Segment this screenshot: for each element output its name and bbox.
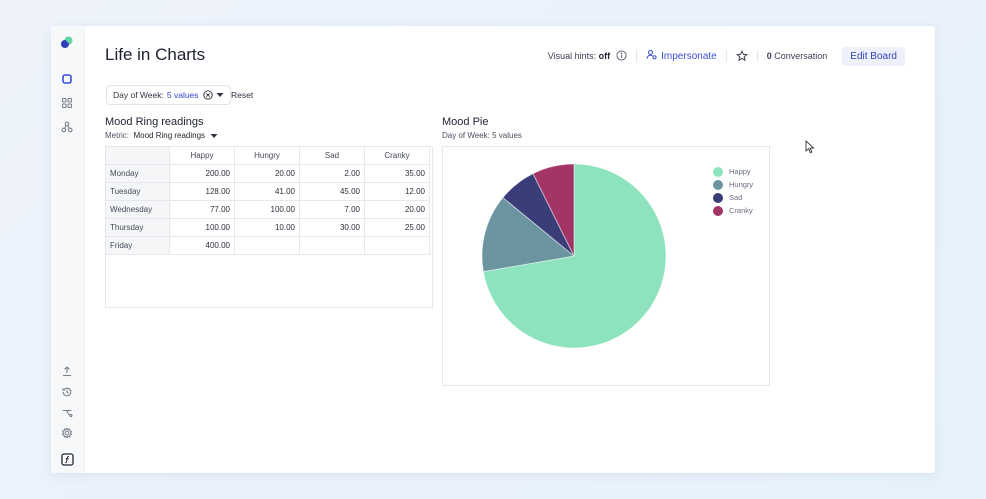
settings-gear-icon[interactable]	[59, 425, 75, 441]
table-cell: 200.00	[169, 164, 235, 183]
table-cell: 400.00	[169, 236, 235, 255]
legend-swatch	[713, 166, 723, 177]
legend-item-cranky[interactable]: Cranky	[713, 204, 753, 217]
table-cell	[364, 236, 430, 255]
row-label: Wednesday	[106, 200, 170, 219]
conversation-button[interactable]: 0 Conversation	[767, 51, 828, 61]
chevron-down-icon[interactable]	[210, 133, 218, 139]
table-cell: 128.00	[169, 182, 235, 201]
pie-panel-title: Mood Pie	[442, 116, 489, 128]
pie-slice-hungry[interactable]	[481, 197, 575, 273]
column-header[interactable]: Sad	[299, 147, 365, 165]
table-cell	[299, 236, 365, 255]
edit-board-button[interactable]: Edit Board	[842, 46, 905, 66]
table-cell: 7.00	[299, 200, 365, 219]
chevron-down-icon[interactable]	[216, 92, 224, 98]
sidebar	[51, 26, 85, 473]
app-logo-icon[interactable]	[59, 34, 75, 50]
table-cell: 12.00	[364, 182, 430, 201]
branch-icon[interactable]	[59, 405, 75, 421]
table-header-row: Happy Hungry Sad Cranky	[106, 147, 430, 165]
user-icon	[646, 49, 657, 63]
table-row: Friday 400.00	[106, 236, 430, 255]
board-icon[interactable]	[59, 71, 75, 87]
toolbar-divider	[756, 50, 758, 62]
mood-pie-chart: Happy Hungry Sad Cranky	[442, 146, 770, 386]
conversation-count: 0	[766, 51, 772, 61]
pie-panel-subtitle: Day of Week: 5 values	[442, 131, 522, 140]
favorite-star-icon[interactable]	[735, 50, 748, 62]
table-cell: 25.00	[364, 218, 430, 237]
legend-item-sad[interactable]: Sad	[713, 191, 753, 204]
legend-swatch	[713, 192, 723, 203]
pie-slice-cranky[interactable]	[532, 163, 575, 257]
toolbar-divider	[636, 50, 638, 62]
table-cell: 20.00	[234, 164, 300, 183]
table-row: Thursday 100.00 10.00 30.00 25.00	[106, 218, 430, 237]
column-header[interactable]: Hungry	[234, 147, 300, 165]
table-cell: 100.00	[169, 218, 235, 237]
row-label: Monday	[106, 164, 170, 183]
app-window: Life in Charts Visual hints: off Imperso…	[51, 26, 935, 473]
mood-ring-table: Happy Hungry Sad Cranky Monday 200.00 20…	[105, 146, 433, 308]
visual-hints-label: Visual hints:	[547, 51, 597, 61]
formula-icon[interactable]	[59, 451, 75, 467]
legend-item-hungry[interactable]: Hungry	[713, 178, 753, 191]
table-row: Monday 200.00 20.00 2.00 35.00	[106, 164, 430, 183]
row-label: Tuesday	[106, 182, 170, 201]
upload-icon[interactable]	[59, 363, 75, 379]
impersonate-label: Impersonate	[661, 50, 717, 62]
toolbar-divider	[725, 50, 727, 62]
history-icon[interactable]	[59, 384, 75, 400]
pie-chart-svg	[481, 163, 667, 349]
toolbar: Visual hints: off Impersonate 0 Co	[548, 46, 905, 66]
table-cell: 35.00	[364, 164, 430, 183]
legend-swatch	[713, 179, 723, 190]
conversation-label: Conversation	[774, 51, 828, 61]
table-cell: 20.00	[364, 200, 430, 219]
metric-label: Metric:	[105, 131, 129, 140]
row-label: Thursday	[106, 218, 170, 237]
pie-slice-happy[interactable]	[482, 163, 667, 349]
mouse-cursor-icon	[805, 140, 815, 154]
visual-hints-toggle[interactable]: Visual hints: off	[547, 49, 627, 63]
chart-legend: Happy Hungry Sad Cranky	[713, 165, 753, 217]
info-icon[interactable]	[616, 49, 627, 63]
table-cell: 10.00	[234, 218, 300, 237]
legend-label: Happy	[729, 167, 751, 176]
filter-value: 5 values	[166, 90, 199, 100]
table-cell: 30.00	[299, 218, 365, 237]
legend-label: Cranky	[729, 206, 753, 215]
table-cell	[234, 236, 300, 255]
reset-button[interactable]: Reset	[231, 90, 254, 100]
metric-selector[interactable]: Metric: Mood Ring readings	[105, 131, 218, 140]
legend-swatch	[713, 205, 723, 216]
metric-value: Mood Ring readings	[133, 131, 206, 140]
column-header[interactable]: Cranky	[364, 147, 430, 165]
table-row: Wednesday 77.00 100.00 7.00 20.00	[106, 200, 430, 219]
legend-label: Sad	[729, 193, 743, 202]
filter-label: Day of Week:	[113, 90, 164, 100]
table-cell: 41.00	[234, 182, 300, 201]
nodes-icon[interactable]	[59, 119, 75, 135]
grid-icon[interactable]	[59, 95, 75, 111]
clear-filter-icon[interactable]	[202, 90, 213, 100]
visual-hints-value: off	[598, 51, 611, 61]
table-cell: 100.00	[234, 200, 300, 219]
page-title: Life in Charts	[105, 45, 206, 64]
legend-label: Hungry	[729, 180, 754, 189]
legend-item-happy[interactable]: Happy	[713, 165, 753, 178]
table-cell: 2.00	[299, 164, 365, 183]
table-cell: 45.00	[299, 182, 365, 201]
table-row: Tuesday 128.00 41.00 45.00 12.00	[106, 182, 430, 201]
table-panel-title: Mood Ring readings	[105, 116, 204, 128]
table-corner-cell	[106, 147, 170, 165]
impersonate-button[interactable]: Impersonate	[646, 49, 717, 63]
row-label: Friday	[106, 236, 170, 255]
table-cell: 77.00	[169, 200, 235, 219]
column-header[interactable]: Happy	[169, 147, 235, 165]
day-of-week-filter[interactable]: Day of Week: 5 values	[106, 85, 231, 105]
